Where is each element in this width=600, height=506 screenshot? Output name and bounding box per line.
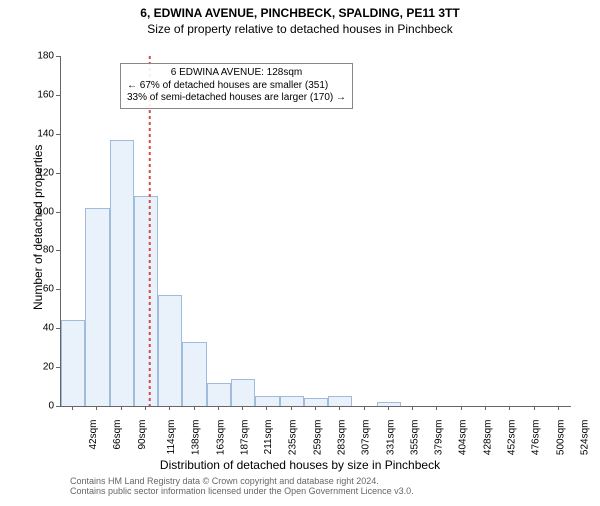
y-tick-mark xyxy=(56,406,60,407)
chart-container: 6, EDWINA AVENUE, PINCHBECK, SPALDING, P… xyxy=(0,6,600,506)
histogram-bar xyxy=(134,196,158,406)
title-line-2: Size of property relative to detached ho… xyxy=(0,22,600,36)
histogram-bar xyxy=(182,342,206,406)
x-tick-mark xyxy=(339,406,340,410)
title-line-1: 6, EDWINA AVENUE, PINCHBECK, SPALDING, P… xyxy=(0,6,600,20)
x-tick-mark xyxy=(194,406,195,410)
x-tick-mark xyxy=(121,406,122,410)
x-tick-mark xyxy=(509,406,510,410)
x-tick-mark xyxy=(169,406,170,410)
x-tick-label: 259sqm xyxy=(312,420,323,456)
y-tick-mark xyxy=(56,328,60,329)
x-tick-mark xyxy=(96,406,97,410)
x-tick-label: 90sqm xyxy=(137,420,148,450)
x-tick-label: 187sqm xyxy=(239,420,250,456)
y-tick-label: 120 xyxy=(30,167,54,178)
y-tick-label: 160 xyxy=(30,89,54,100)
histogram-bar xyxy=(328,396,352,406)
histogram-bar xyxy=(255,396,279,406)
x-tick-mark xyxy=(485,406,486,410)
y-tick-label: 140 xyxy=(30,128,54,139)
y-tick-mark xyxy=(56,250,60,251)
x-tick-mark xyxy=(291,406,292,410)
x-tick-label: 524sqm xyxy=(579,420,590,456)
y-tick-label: 100 xyxy=(30,206,54,217)
copyright-notice: Contains HM Land Registry data © Crown c… xyxy=(70,476,414,496)
y-tick-label: 80 xyxy=(30,245,54,256)
y-tick-mark xyxy=(56,367,60,368)
x-tick-label: 500sqm xyxy=(555,420,566,456)
x-tick-label: 355sqm xyxy=(409,420,420,456)
x-tick-label: 42sqm xyxy=(88,420,99,450)
y-tick-label: 20 xyxy=(30,362,54,373)
y-tick-mark xyxy=(56,173,60,174)
x-tick-label: 476sqm xyxy=(531,420,542,456)
y-tick-label: 180 xyxy=(30,51,54,62)
histogram-bar xyxy=(377,402,401,406)
x-tick-label: 211sqm xyxy=(263,420,274,455)
histogram-plot xyxy=(60,56,571,407)
x-tick-label: 452sqm xyxy=(507,420,518,456)
y-tick-mark xyxy=(56,56,60,57)
marker-annotation-box: 6 EDWINA AVENUE: 128sqm← 67% of detached… xyxy=(120,63,353,109)
annotation-line: 33% of semi-detached houses are larger (… xyxy=(127,92,346,105)
histogram-bar xyxy=(110,140,134,406)
x-tick-label: 235sqm xyxy=(288,420,299,456)
annotation-line: 6 EDWINA AVENUE: 128sqm xyxy=(127,67,346,80)
x-tick-label: 163sqm xyxy=(215,420,226,456)
x-tick-mark xyxy=(315,406,316,410)
x-tick-mark xyxy=(534,406,535,410)
y-tick-label: 0 xyxy=(30,401,54,412)
x-tick-mark xyxy=(218,406,219,410)
x-tick-label: 379sqm xyxy=(434,420,445,456)
histogram-bar xyxy=(207,383,231,406)
x-tick-mark xyxy=(242,406,243,410)
histogram-bar xyxy=(231,379,255,406)
x-tick-label: 428sqm xyxy=(482,420,493,456)
annotation-line: ← 67% of detached houses are smaller (35… xyxy=(127,80,346,93)
x-tick-label: 138sqm xyxy=(191,420,202,456)
x-tick-mark xyxy=(436,406,437,410)
histogram-bar xyxy=(61,320,85,406)
y-tick-label: 60 xyxy=(30,284,54,295)
x-tick-label: 404sqm xyxy=(458,420,469,456)
x-tick-label: 307sqm xyxy=(361,420,372,456)
x-tick-mark xyxy=(461,406,462,410)
y-tick-label: 40 xyxy=(30,323,54,334)
y-tick-mark xyxy=(56,95,60,96)
x-tick-mark xyxy=(388,406,389,410)
histogram-bar xyxy=(158,295,182,406)
histogram-bar xyxy=(85,208,109,406)
histogram-bar xyxy=(304,398,328,406)
x-tick-mark xyxy=(364,406,365,410)
x-tick-label: 66sqm xyxy=(112,420,123,450)
y-tick-mark xyxy=(56,289,60,290)
x-axis-label: Distribution of detached houses by size … xyxy=(0,458,600,472)
x-tick-mark xyxy=(412,406,413,410)
x-tick-mark xyxy=(72,406,73,410)
histogram-bar xyxy=(280,396,304,406)
x-tick-mark xyxy=(558,406,559,410)
x-tick-mark xyxy=(266,406,267,410)
x-tick-label: 283sqm xyxy=(337,420,348,456)
x-tick-mark xyxy=(145,406,146,410)
y-tick-mark xyxy=(56,134,60,135)
y-tick-mark xyxy=(56,212,60,213)
x-tick-label: 114sqm xyxy=(166,420,177,455)
x-tick-label: 331sqm xyxy=(385,420,396,456)
